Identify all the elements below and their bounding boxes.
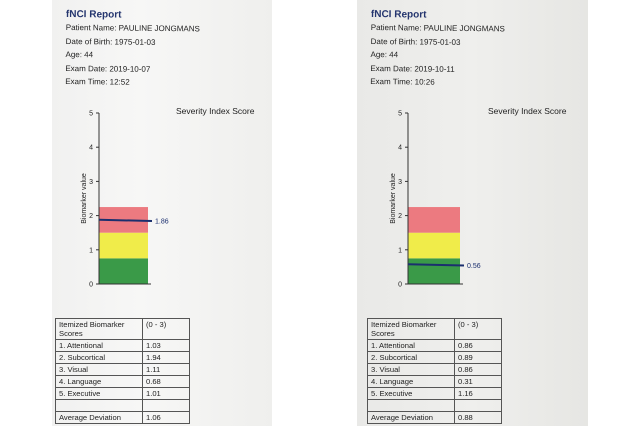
exam-date: Exam Date: 2019-10-07: [65, 63, 151, 74]
report-header: fNCI Report Patient Name: PAULINE JONGMAN…: [65, 8, 200, 90]
score-label: 0.56: [467, 263, 481, 270]
report-header: fNCI Report Patient Name: PAULINE JONGMAN…: [370, 8, 505, 90]
y-tick-label: 3: [398, 179, 402, 186]
y-tick-label: 3: [89, 179, 93, 186]
score-cell: 1.16: [454, 387, 502, 400]
age: Age: 44: [370, 49, 399, 60]
table-row: 3. Visual 1.11: [55, 363, 190, 376]
y-tick-label: 2: [398, 213, 402, 220]
biomarker-cell: 3. Visual: [367, 363, 455, 376]
table-row: [367, 399, 502, 412]
patient-name: Patient Name: PAULINE JONGMANS: [370, 22, 505, 34]
chart-svg: 0 1 2 3 4 5 Biomarker value 0.56: [390, 111, 481, 289]
score-cell: 0.68: [142, 375, 190, 388]
band-yellow: [408, 232, 460, 259]
score-cell: 1.94: [142, 351, 190, 364]
y-tick-label: 0: [398, 282, 402, 289]
age: Age: 44: [65, 49, 94, 60]
y-tick-label: 2: [89, 213, 93, 220]
score-cell: 1.11: [142, 363, 190, 376]
report-page-1: fNCI Report Patient Name: PAULINE JONGMAN…: [52, 0, 272, 426]
band-red: [408, 207, 460, 233]
table-header-cell: (0 - 3): [454, 318, 502, 340]
score-cell: 1.06: [142, 411, 190, 424]
table-row: 2. Subcortical 1.94: [55, 351, 190, 364]
score-cell: 0.89: [454, 351, 502, 364]
y-axis-label: Biomarker value: [81, 173, 88, 224]
score-line: [407, 263, 465, 267]
biomarker-cell: 3. Visual: [55, 363, 143, 376]
table-row: [55, 399, 190, 412]
date-of-birth: Date of Birth: 1975-01-03: [65, 36, 156, 47]
table-row: 5. Executive 1.16: [367, 387, 502, 400]
biomarker-cell: 1. Attentional: [367, 339, 455, 352]
y-tick-label: 5: [398, 111, 402, 118]
table-row: 5. Executive 1.01: [55, 387, 190, 400]
score-cell: 0.86: [454, 363, 502, 376]
chart-svg: 0 1 2 3 4 5 Biomarker value 1.86: [81, 111, 169, 289]
chart-title: Severity Index Score: [176, 106, 255, 116]
severity-chart: Severity Index Score 0 1 2 3 4 5 Biomarker valu…: [52, 100, 272, 300]
table-header-cell: Itemized Biomarker Scores: [367, 318, 455, 340]
chart-title: Severity Index Score: [488, 106, 567, 116]
biomarker-cell: 5. Executive: [367, 387, 455, 400]
y-tick-label: 1: [398, 247, 402, 254]
table-header-cell: Itemized Biomarker Scores: [55, 318, 143, 340]
y-tick-label: 0: [89, 282, 93, 289]
y-axis-label: Biomarker value: [390, 173, 397, 224]
exam-time: Exam Time: 12:52: [65, 76, 130, 87]
biomarker-cell: 4. Language: [55, 375, 143, 388]
severity-chart: Severity Index Score 0 1 2 3 4 5 Biomarker valu…: [357, 100, 577, 300]
biomarker-cell: Average Deviation: [367, 411, 455, 424]
y-tick-label: 1: [89, 247, 93, 254]
biomarker-cell: Average Deviation: [55, 411, 143, 424]
y-tick-label: 4: [398, 145, 402, 152]
band-yellow: [99, 232, 148, 259]
table-row: 4. Language 0.31: [367, 375, 502, 388]
band-green: [408, 258, 460, 284]
biomarker-cell: 1. Attentional: [55, 339, 143, 352]
table-header-cell: (0 - 3): [142, 318, 190, 340]
score-cell: [454, 399, 502, 412]
score-cell: 0.31: [454, 375, 502, 388]
y-tick-label: 5: [89, 111, 93, 118]
score-cell: 0.86: [454, 339, 502, 352]
table-row: Average Deviation 1.06: [55, 411, 190, 424]
report-page-2: fNCI Report Patient Name: PAULINE JONGMAN…: [357, 0, 588, 426]
band-green: [99, 258, 148, 284]
table-row: 2. Subcortical 0.89: [367, 351, 502, 364]
biomarker-cell: 4. Language: [367, 375, 455, 388]
patient-name: Patient Name: PAULINE JONGMANS: [65, 22, 200, 34]
biomarker-table: Itemized Biomarker Scores (0 - 3) 1. Atten…: [367, 318, 502, 424]
biomarker-cell: [55, 399, 143, 412]
score-cell: 0.88: [454, 411, 502, 424]
table-row: 4. Language 0.68: [55, 375, 190, 388]
table-header-row: Itemized Biomarker Scores (0 - 3): [55, 318, 190, 340]
exam-date: Exam Date: 2019-10-11: [370, 63, 455, 74]
table-row: Average Deviation 0.88: [367, 411, 502, 424]
biomarker-cell: 2. Subcortical: [55, 351, 143, 364]
biomarker-cell: [367, 399, 455, 412]
biomarker-table: Itemized Biomarker Scores (0 - 3) 1. Atten…: [55, 318, 190, 424]
table-row: 1. Attentional 1.03: [55, 339, 190, 352]
y-tick-label: 4: [89, 145, 93, 152]
biomarker-cell: 2. Subcortical: [367, 351, 455, 364]
biomarker-cell: 5. Executive: [55, 387, 143, 400]
score-cell: 1.03: [142, 339, 190, 352]
table-row: 3. Visual 0.86: [367, 363, 502, 376]
score-line: [98, 218, 153, 222]
table-header-row: Itemized Biomarker Scores (0 - 3): [367, 318, 502, 340]
exam-time: Exam Time: 10:26: [370, 76, 435, 87]
table-row: 1. Attentional 0.86: [367, 339, 502, 352]
score-cell: 1.01: [142, 387, 190, 400]
score-cell: [142, 399, 190, 412]
date-of-birth: Date of Birth: 1975-01-03: [370, 36, 461, 47]
score-label: 1.86: [155, 218, 169, 225]
